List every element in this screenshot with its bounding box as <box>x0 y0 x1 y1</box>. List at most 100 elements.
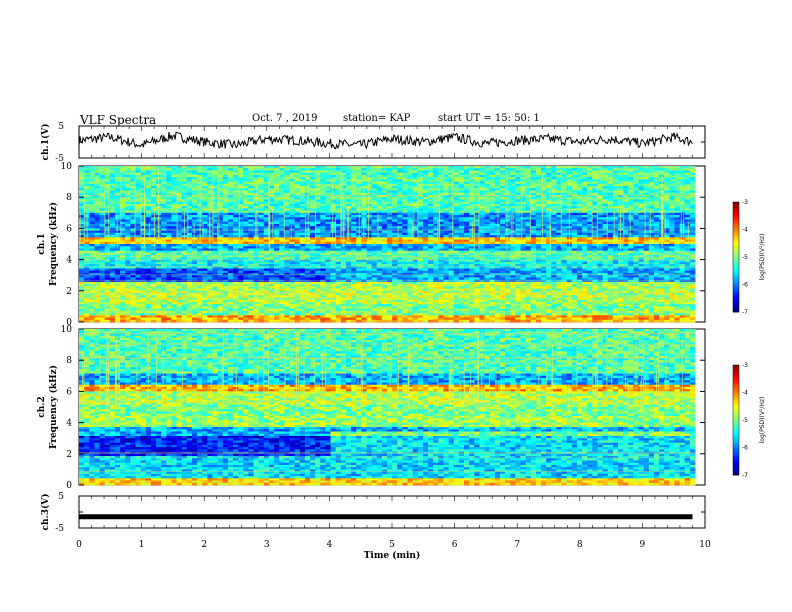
spectrogram-cell <box>99 170 106 174</box>
spectrogram-cell <box>299 183 306 187</box>
spectrogram-cell <box>258 170 265 174</box>
spectrogram-cell <box>643 181 650 185</box>
spectrogram-cell <box>197 172 203 176</box>
spectrogram-cell <box>566 172 573 176</box>
spectrogram-cell <box>653 181 660 185</box>
x-tick-label: 1 <box>139 540 145 550</box>
spectrogram-cell <box>125 179 131 182</box>
spectrogram-cell <box>197 168 203 171</box>
spectrogram-cell <box>679 177 686 180</box>
spectrogram-cell <box>89 170 95 174</box>
spectrogram-cell <box>99 177 106 180</box>
spectrogram-cell <box>474 172 480 176</box>
spectrogram-cell <box>325 172 331 176</box>
spectrogram-cell <box>207 183 213 187</box>
spectrogram-cell <box>140 174 147 178</box>
spectrogram-cell <box>135 179 141 182</box>
spectrogram-cell <box>351 174 357 178</box>
spectrogram-cell <box>212 172 218 176</box>
spectrogram-cell <box>161 174 167 178</box>
spectrogram-cell <box>130 174 136 178</box>
spectrogram-cell <box>597 179 603 182</box>
spectrogram-cell <box>387 174 393 178</box>
spectrogram-cell <box>345 170 352 174</box>
spectrogram-cell <box>612 181 619 185</box>
spectrogram-cell <box>361 181 367 185</box>
spectrogram-cell <box>484 168 491 171</box>
spectrogram-cell <box>294 177 301 180</box>
spectrogram-cell <box>653 183 660 187</box>
spectrogram-cell <box>320 181 326 185</box>
spectrogram-cell <box>479 183 485 187</box>
date-label: Oct. 7 , 2019 <box>252 113 318 124</box>
spectrogram-cell <box>551 168 557 171</box>
spectrogram-cell <box>299 170 306 174</box>
spectrogram-cell <box>325 177 331 180</box>
spectrogram-cell <box>233 168 239 171</box>
spectrogram-cell <box>546 177 552 180</box>
spectrogram-cell <box>181 168 188 171</box>
spectrogram-cell <box>438 172 444 176</box>
spectrogram-cell <box>587 168 593 171</box>
spectrogram-cell <box>489 179 496 182</box>
spectrogram-cell <box>561 168 568 171</box>
spectrogram-cell <box>274 179 280 182</box>
spectrogram-cell <box>371 183 378 187</box>
ch1-trace <box>78 131 693 150</box>
spectrogram-cell <box>274 183 280 187</box>
x-tick-label: 8 <box>577 540 583 550</box>
spectrogram-cell <box>561 177 568 180</box>
spectrogram-cell <box>484 179 491 182</box>
spectrogram-cell <box>602 170 609 174</box>
spectrogram-cell <box>612 174 619 178</box>
spectrogram-cell <box>576 177 583 180</box>
spectrogram-cell <box>361 177 367 180</box>
spectrogram-cell <box>161 177 167 180</box>
spectrogram-cell <box>458 174 465 178</box>
spectrogram-cell <box>207 181 213 185</box>
spectrogram-cell <box>253 170 260 174</box>
spectrogram-cell <box>587 183 593 187</box>
spectrogram-cell <box>541 177 547 180</box>
spectrogram-cell <box>238 168 244 171</box>
spectrogram-cell <box>310 168 316 171</box>
spectrogram-cell <box>684 174 691 178</box>
spectrogram-cell <box>643 168 650 171</box>
spectrogram-cell <box>510 179 516 182</box>
spectrogram-cell <box>582 174 588 178</box>
spectrogram-cell <box>227 183 234 187</box>
spectrogram-cell <box>689 179 696 182</box>
spectrogram-cell <box>669 181 675 185</box>
spectrogram-cell <box>233 181 239 185</box>
spectrogram-cell <box>674 168 680 171</box>
spectrogram-cell <box>412 183 419 187</box>
spectrogram-cell <box>464 168 470 171</box>
spectrogram-cell <box>109 183 116 187</box>
spectrogram-cell <box>422 174 429 178</box>
spectrogram-cell <box>505 179 511 182</box>
spectrogram-cell <box>171 181 177 185</box>
spectrogram-cell <box>140 170 147 174</box>
spectrogram-cell <box>412 181 419 185</box>
spectrogram-cell <box>628 179 634 182</box>
spectrogram-cell <box>104 179 111 182</box>
spectrogram-cell <box>494 174 501 178</box>
spectrogram-cell <box>438 170 444 174</box>
spectrogram-cell <box>623 172 629 176</box>
spectrogram-cell <box>243 174 249 178</box>
spectrogram-cell <box>238 183 244 187</box>
spectrogram-cell <box>356 170 362 174</box>
spectrogram-cell <box>469 174 475 178</box>
y-tick-label: -5 <box>55 524 64 534</box>
spectrogram-cell <box>515 170 521 174</box>
spectrogram-cell <box>576 170 583 174</box>
spectrogram-cell <box>489 181 496 185</box>
spectrogram-cell <box>515 181 521 185</box>
spectrogram-cell <box>669 170 675 174</box>
spectrogram-cells <box>79 166 696 323</box>
spectrogram-cell <box>299 177 306 180</box>
spectrogram-cell <box>253 168 260 171</box>
spectrogram-cell <box>479 170 485 174</box>
spectrogram-cell <box>602 174 609 178</box>
spectrogram-cell <box>335 181 342 185</box>
